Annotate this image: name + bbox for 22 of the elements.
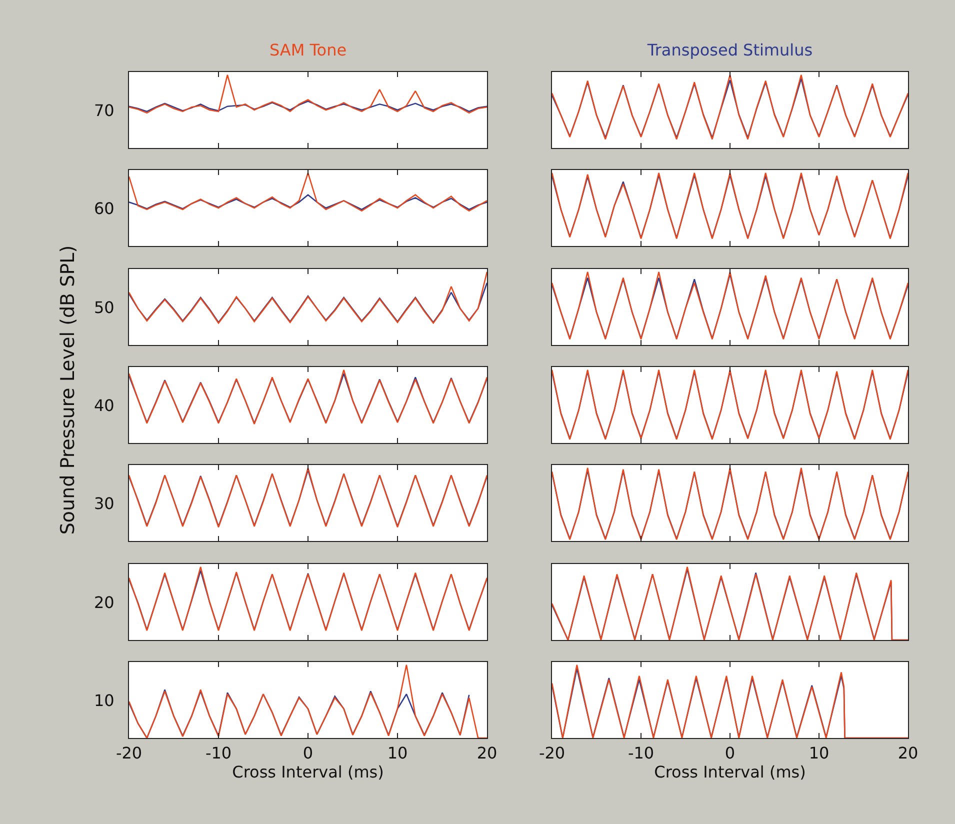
x-tick-label: 10 [808,743,830,762]
y-axis-title: 70 [94,101,114,120]
y-axis-title: 10 [94,690,114,710]
y-axis-title: 50 [94,298,114,317]
x-tick-label: -10 [628,743,654,762]
y-axis-title: 20 [94,592,114,612]
x-tick-label: 0 [302,743,314,762]
x-tick-label: 0 [724,743,736,762]
x-tick-label: 10 [387,743,408,762]
x-tick-label: 20 [898,743,918,762]
text: Sound Pressure Level (dB SPL) [57,245,79,535]
y-axis-title: 60 [94,199,114,218]
x-tick-label: 20 [476,743,498,762]
chart-title: Transposed Stimulus [646,40,813,60]
x-tick-label: -20 [116,743,142,762]
y-axis-title: 40 [94,396,114,415]
chart-title: SAM Tone [269,40,347,60]
x-axis-title: Cross Interval (ms) [232,762,384,782]
y-axis-title: 30 [94,494,114,514]
x-tick-label: -20 [538,743,566,762]
x-axis-title: Cross Interval (ms) [654,762,806,782]
x-tick-label: -10 [205,743,232,762]
